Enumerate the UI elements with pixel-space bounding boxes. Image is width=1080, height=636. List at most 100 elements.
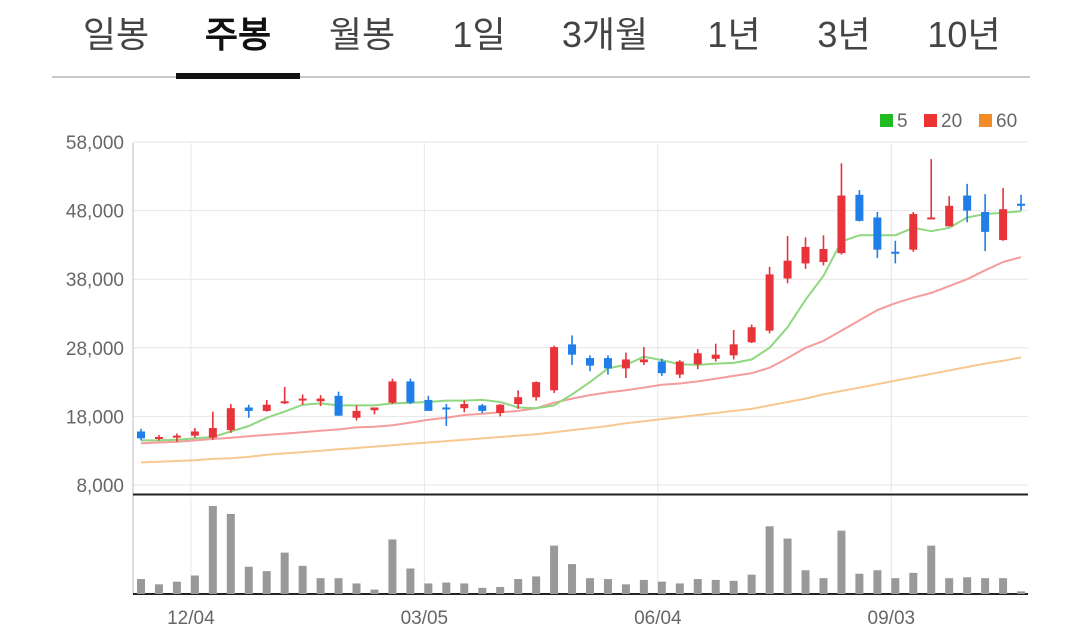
candle-body — [927, 217, 936, 220]
candle-body — [855, 194, 864, 221]
candle — [370, 407, 379, 415]
candle — [352, 405, 361, 421]
candle — [657, 358, 666, 376]
candle — [190, 428, 199, 438]
candle — [460, 400, 469, 413]
tab-daily[interactable]: 일봉 — [82, 14, 150, 55]
tab-1-day[interactable]: 1일 — [452, 14, 506, 55]
candle-body — [496, 404, 505, 413]
candle — [424, 395, 433, 411]
tabs-divider — [52, 76, 1030, 78]
volume-bar — [137, 579, 145, 594]
candle-body — [801, 246, 810, 264]
active-tab-indicator — [176, 73, 300, 79]
candle — [621, 352, 630, 378]
candle — [208, 411, 217, 440]
candle — [568, 335, 577, 365]
legend-label: 60 — [996, 111, 1017, 132]
candle-body — [765, 274, 774, 331]
tab-3-years[interactable]: 3년 — [817, 14, 871, 55]
candle-body — [370, 407, 379, 411]
volume-bar — [586, 578, 594, 594]
candle-body — [729, 344, 738, 356]
chart-grid — [132, 141, 1028, 595]
candle-body — [532, 382, 541, 398]
candle-body — [334, 395, 343, 416]
tab-weekly[interactable]: 주봉 — [204, 14, 272, 55]
candle — [765, 266, 774, 334]
volume-bar — [424, 583, 433, 594]
candle-body — [388, 381, 397, 403]
y-tick-label: 48,000 — [66, 202, 124, 223]
candle — [909, 211, 918, 252]
candle-body — [945, 205, 954, 227]
candle — [496, 404, 505, 417]
candle-body — [1017, 203, 1026, 206]
volume-bar — [226, 513, 235, 594]
volume-bar — [819, 578, 828, 594]
volume-bar — [298, 565, 307, 594]
volume-bar — [1017, 591, 1026, 594]
candle-body — [891, 251, 900, 254]
tab-monthly[interactable]: 월봉 — [328, 14, 396, 55]
volume-bar — [639, 579, 648, 594]
y-tick-label: 58,000 — [66, 133, 124, 154]
candle — [945, 196, 954, 227]
tab-3-months[interactable]: 3개월 — [561, 14, 649, 55]
candle — [999, 187, 1008, 241]
candle — [837, 163, 846, 255]
candle-body — [244, 407, 253, 411]
y-tick-label: 28,000 — [66, 339, 124, 360]
candle — [1017, 194, 1026, 211]
volume-bar — [963, 577, 972, 594]
candle-body — [352, 410, 361, 418]
volume-bar — [154, 584, 163, 594]
candle — [172, 433, 181, 442]
candle-body — [873, 217, 882, 250]
candle-body — [586, 358, 594, 366]
legend-swatch — [880, 114, 893, 127]
candle — [855, 190, 864, 222]
y-tick-label: 38,000 — [66, 270, 124, 291]
candle-body — [568, 344, 577, 355]
moving-averages — [140, 210, 1022, 464]
candle-body — [280, 401, 289, 404]
volume-bar — [783, 538, 792, 594]
volume-bar — [388, 539, 397, 594]
candle — [639, 347, 648, 365]
legend-swatch — [924, 114, 937, 127]
candle — [550, 345, 559, 394]
tab-10-years[interactable]: 10년 — [927, 14, 1001, 55]
candle — [693, 349, 702, 370]
candle-body — [657, 361, 666, 374]
candle — [981, 194, 990, 252]
candle-body — [208, 428, 217, 438]
volume-bar — [244, 566, 253, 594]
volume-bar — [603, 579, 612, 594]
tab-1-year[interactable]: 1년 — [707, 14, 761, 55]
volume-bar — [837, 530, 846, 594]
volume-bar — [729, 580, 738, 594]
volume-bar — [765, 526, 774, 594]
candle — [154, 434, 163, 441]
volume-bar — [514, 579, 523, 594]
volume-bar — [172, 581, 181, 594]
candle-body — [262, 404, 271, 411]
candle-body — [603, 358, 612, 369]
ma20-line — [140, 256, 1022, 445]
candle-body — [226, 408, 235, 431]
volume-bar — [478, 587, 487, 594]
y-tick-label: 18,000 — [66, 407, 124, 428]
volume-bar — [657, 581, 666, 594]
x-tick-label: 06/04 — [634, 608, 682, 629]
volume-bar — [532, 576, 541, 594]
y-axis: 58,000 48,000 38,000 28,000 18,000 8,000 — [66, 133, 124, 497]
candle — [747, 324, 756, 343]
candle-body — [424, 399, 433, 411]
volume-bar — [891, 578, 900, 594]
volume-bar — [675, 583, 684, 594]
period-tabs: 일봉 주봉 월봉 1일 3개월 1년 3년 10년 — [0, 0, 1080, 80]
volume-bar — [370, 589, 379, 594]
candle — [262, 399, 271, 412]
